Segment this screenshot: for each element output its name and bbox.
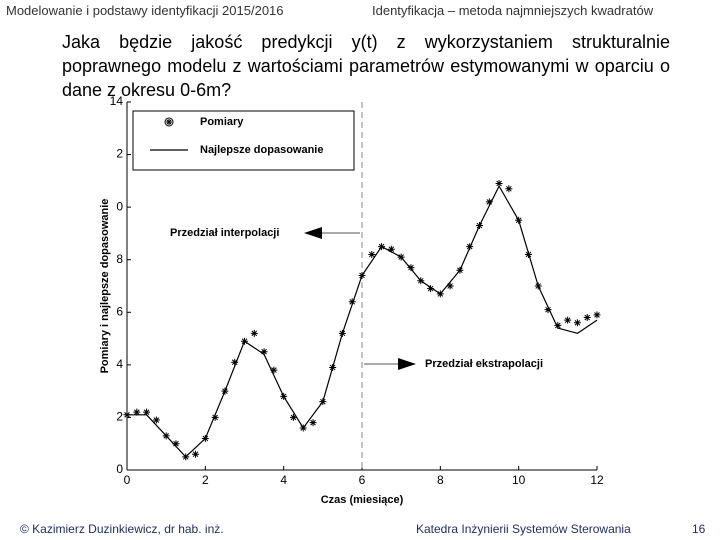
page-number: 16	[692, 522, 706, 536]
y-tick-label: 0	[116, 199, 123, 213]
header-left: Modelowanie i podstawy identyfikacji 201…	[6, 3, 284, 18]
measurement	[152, 416, 160, 424]
x-tick-label: 0	[124, 473, 131, 487]
x-tick-label: 6	[359, 473, 366, 487]
y-tick-label: 8	[116, 252, 123, 266]
y-tick-label: 2	[116, 147, 123, 161]
measurement	[495, 179, 503, 187]
measurement	[446, 282, 454, 290]
x-tick-label: 2	[202, 473, 209, 487]
measurement	[289, 413, 297, 421]
fit-line	[127, 185, 598, 458]
footer-department: Katedra Inżynierii Systemów Sterowania	[416, 522, 631, 536]
measurement	[231, 358, 239, 366]
annotation: Przedział ekstrapolacji	[425, 358, 543, 370]
measurement	[309, 419, 317, 427]
y-tick-label: 2	[116, 410, 123, 424]
measurement	[368, 250, 376, 258]
measurement	[133, 408, 141, 416]
measurement	[544, 306, 552, 314]
legend-label: Najlepsze dopasowanie	[200, 144, 323, 156]
x-axis-label: Czas (miesiące)	[321, 494, 404, 506]
measurement	[250, 329, 258, 337]
measurement	[485, 198, 493, 206]
measurement	[554, 321, 562, 329]
measurement	[407, 264, 415, 272]
x-tick-label: 8	[437, 473, 444, 487]
y-tick-label: 14	[110, 94, 124, 108]
x-tick-label: 12	[590, 473, 604, 487]
measurement	[387, 245, 395, 253]
measurement	[427, 285, 435, 293]
y-tick-label: 4	[116, 357, 123, 371]
measurement	[564, 316, 572, 324]
measurement	[270, 366, 278, 374]
legend-symbol	[166, 119, 172, 125]
arrow-head	[398, 358, 416, 370]
x-tick-label: 4	[280, 473, 287, 487]
annotation: Przedział interpolacji	[170, 227, 279, 239]
x-tick-label: 10	[512, 473, 526, 487]
measurement	[260, 348, 268, 356]
measurement	[143, 408, 151, 416]
question: Jaka będzie jakość predykcji y(t) z wyko…	[62, 32, 670, 100]
measurement	[593, 311, 601, 319]
y-tick-label: 0	[116, 462, 123, 476]
measurement	[505, 185, 513, 193]
measurement	[211, 413, 219, 421]
header-right: Identyfikacja – metoda najmniejszych kwa…	[372, 3, 654, 18]
measurement	[583, 314, 591, 322]
legend-box	[132, 110, 355, 171]
y-tick-label: 6	[116, 304, 123, 318]
y-axis-label: Pomiary i najlepsze dopasowanie	[99, 199, 111, 374]
legend-label: Pomiary	[200, 116, 244, 128]
footer-author: © Kazimierz Duzinkiewicz, dr hab. inż.	[20, 522, 224, 536]
measurement	[348, 298, 356, 306]
measurement	[192, 450, 200, 458]
measurement	[172, 440, 180, 448]
legend-symbol	[164, 117, 174, 127]
measurement	[573, 319, 581, 327]
arrow-head	[304, 227, 322, 239]
